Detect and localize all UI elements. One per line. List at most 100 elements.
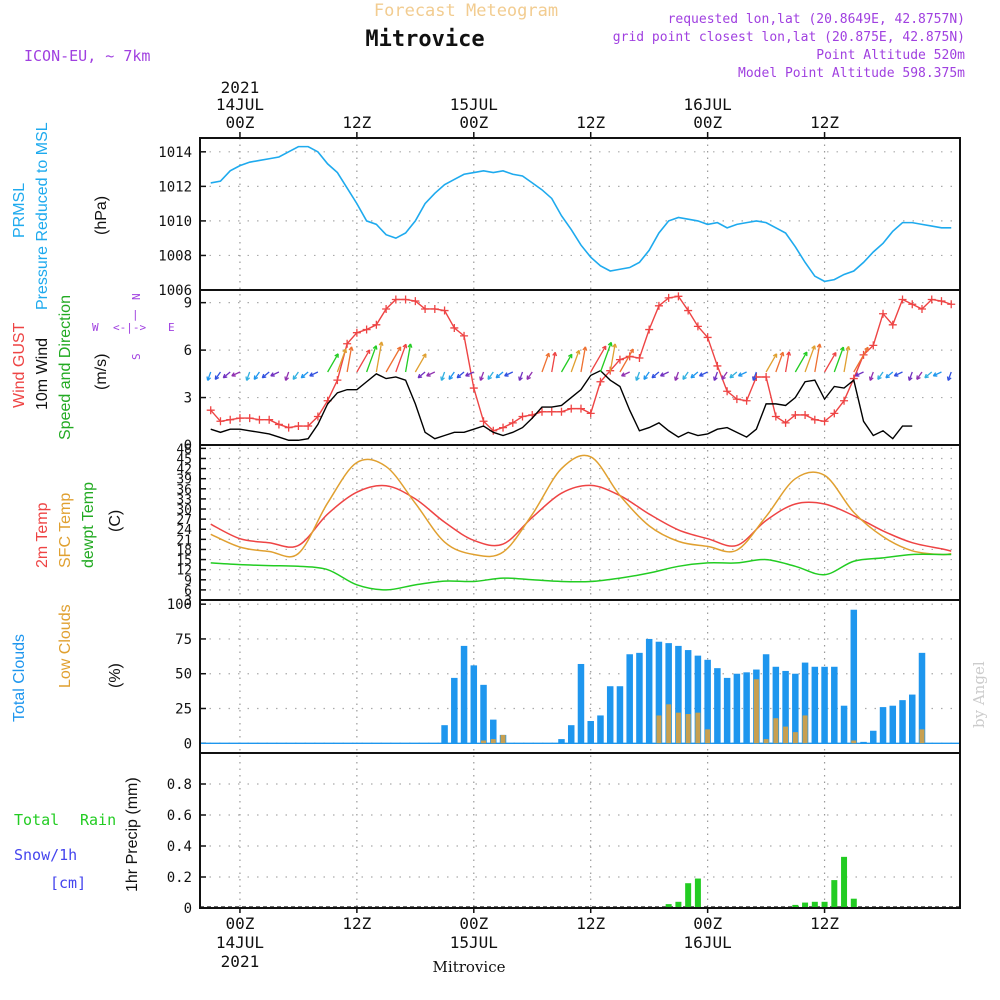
wind-direction-arrow (855, 371, 864, 377)
total-cloud-bar (626, 654, 633, 744)
total-cloud-bar (694, 655, 702, 744)
total-cloud-bar (480, 684, 487, 744)
gust-marker (362, 325, 371, 334)
wind-direction-arrowhead (816, 343, 822, 348)
wind-direction-arrow (580, 346, 587, 373)
bottom-time-label: 00Z (225, 914, 254, 933)
wind-direction-arrowhead (932, 372, 938, 377)
temperature-ytick-label: 36 (176, 483, 192, 498)
wind-direction-arrowhead (690, 373, 696, 379)
wind-direction-arrow (619, 348, 634, 373)
pressure-label-2: Pressure Reduced to MSL (34, 122, 51, 310)
pressure-ytick-label: 1010 (158, 214, 192, 230)
rain-bar (831, 880, 838, 908)
wind-direction-arrowhead (621, 372, 626, 377)
temperature-ytick-label: 27 (176, 513, 192, 528)
gust-marker (391, 295, 400, 304)
plot-layer: 1006100810101012101403693691215182124273… (158, 78, 961, 971)
wind-direction-arrow (366, 345, 377, 373)
clouds-ytick-label: 75 (175, 632, 192, 648)
gust-marker (693, 322, 702, 331)
pressure-ytick-label: 1008 (158, 248, 192, 264)
total-cloud-bar (451, 677, 458, 744)
wind-ytick-label: 3 (184, 391, 192, 407)
wind-direction-arrow (713, 371, 718, 381)
location-title: Mitrovice (365, 27, 484, 52)
precip-label-snow: Snow/1h (14, 846, 77, 864)
gust-marker (840, 396, 849, 405)
top-date-label: 14JUL (216, 95, 264, 114)
gust-marker (684, 306, 693, 315)
wind-direction-arrowhead (261, 373, 267, 379)
wind-direction-arrowhead (245, 376, 251, 381)
total-cloud-bar (655, 641, 663, 744)
temp-label-2m: 2m Temp (34, 502, 51, 568)
gust-marker (927, 295, 936, 304)
top-title: Forecast Meteogram (374, 1, 558, 21)
wind-direction-arrowhead (222, 373, 228, 379)
gust-marker (401, 295, 410, 304)
total-cloud-bar (801, 662, 809, 744)
wind-direction-arrowhead (721, 375, 726, 380)
total-cloud-bar (762, 654, 770, 744)
wind-direction-arrow (682, 371, 689, 380)
total-cloud-bar (567, 725, 575, 744)
wind-direction-arrow (643, 371, 650, 380)
low-cloud-bar (656, 715, 662, 744)
wind-direction-arrowhead (845, 345, 851, 351)
gust-marker (411, 297, 420, 306)
top-date-label: 16JUL (684, 95, 732, 114)
gust-marker (947, 300, 956, 309)
wind-direction-arrow (541, 352, 550, 373)
wind-direction-arrow (448, 371, 455, 380)
gust-marker (547, 407, 556, 416)
wind-direction-arrow (222, 371, 231, 379)
gust-marker (879, 309, 888, 318)
credit-label: by Angel (970, 661, 988, 728)
total-cloud-bar (840, 705, 848, 744)
compass-rose: N S | W <-|-> E (92, 293, 175, 360)
wind-direction-arrow (814, 343, 821, 373)
temperature-ytick-label: 42 (176, 463, 192, 478)
wind-direction-arrow (346, 346, 353, 373)
wind-direction-arrowhead (946, 376, 952, 381)
pressure-ytick-label: 1014 (158, 145, 192, 161)
gust-marker (382, 304, 391, 313)
gust-marker (469, 384, 478, 393)
total-cloud-bar (870, 730, 877, 744)
wind-direction-arrowhead (495, 373, 501, 379)
gust-marker (372, 320, 381, 329)
wind-direction-arrowhead (698, 372, 704, 377)
wind-direction-arrowhead (440, 376, 445, 381)
wind-direction-arrow (526, 371, 533, 380)
total-cloud-bar (587, 721, 594, 744)
gust-marker (586, 409, 595, 418)
wind-label-10m: 10m Wind (34, 338, 51, 410)
wind-direction-arrowhead (348, 346, 354, 351)
precip-ytick-label: 0.4 (167, 839, 192, 855)
wind-direction-arrow (894, 371, 903, 377)
total-cloud-bar (850, 609, 858, 744)
gust-marker (771, 412, 780, 421)
wind-line (210, 369, 913, 441)
total-cloud-bar (772, 666, 780, 744)
wind-direction-arrow (721, 371, 728, 380)
total-cloud-bar (792, 673, 799, 744)
wind-direction-arrow (690, 371, 699, 379)
pressure-ytick-label: 1012 (158, 179, 192, 195)
wind-direction-arrow (833, 346, 844, 373)
wind-direction-arrow (784, 351, 790, 373)
total-cloud-bar (821, 666, 828, 744)
wind-direction-arrowhead (674, 376, 679, 381)
total-cloud-bar (460, 645, 468, 744)
wind-direction-arrow (253, 371, 260, 380)
wind-direction-arrow (660, 371, 669, 377)
gust-marker (908, 300, 917, 309)
pressure-labels: PRMSL Pressure Reduced to MSL (hPa) (11, 122, 110, 310)
wind-direction-arrow (292, 371, 299, 380)
wind-direction-arrowhead (682, 375, 687, 380)
total-cloud-bar (743, 672, 750, 744)
wind-direction-arrowhead (839, 346, 845, 352)
total-cloud-bar (899, 700, 906, 744)
